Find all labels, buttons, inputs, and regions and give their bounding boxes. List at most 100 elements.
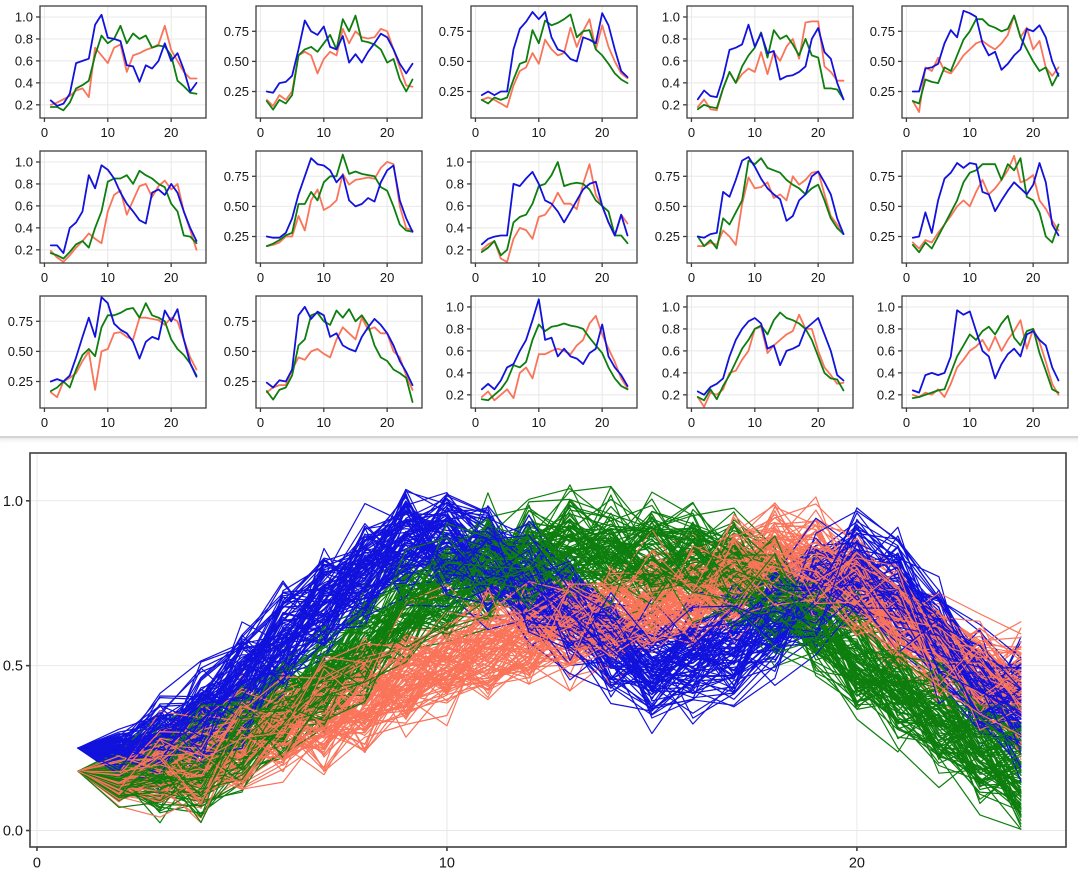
subplot-cell-12: 0 10 20 0.25 0.50 0.75 [216,290,431,435]
y-tick-label: 0.0 [3,824,23,840]
series-line-green [481,322,629,402]
ensemble-line-blue [77,503,1022,753]
y-tick-label: 0.8 [662,321,680,336]
y-tick-label: 0.75 [870,169,895,184]
ensemble-line-blue [77,488,1022,752]
y-tick-label: 0.50 [870,199,895,214]
y-tick-label: 0.8 [15,31,33,46]
series-line-green [265,14,413,111]
series-line-blue [265,19,413,94]
subplot-panel-5: 0 10 20 0.25 0.50 0.75 [870,5,1070,140]
y-tick-label: 0.25 [870,84,895,99]
x-tick-label: 0 [256,270,263,285]
subplot-panel-8: 0 10 20 0.2 0.4 0.6 0.8 1.0 [446,150,638,285]
y-tick-label: 0.50 [223,54,248,69]
x-tick-label: 10 [963,125,977,140]
ensemble-line-blue [77,493,1022,754]
y-tick-label: 0.50 [223,199,248,214]
plot-frame [686,5,854,119]
y-tick-label: 0.8 [662,31,680,46]
ensemble-line-orange [77,557,1022,778]
x-tick-label: 10 [316,125,330,140]
y-tick-label: 0.8 [877,321,895,336]
plot-frame [901,295,1070,409]
y-tick-label: 0.6 [662,53,680,68]
y-tick-label: 1.0 [15,155,33,170]
x-tick-label: 20 [164,125,178,140]
x-tick-label: 0 [256,125,263,140]
ensemble-line-green [77,513,1022,777]
overlay-chart-section: 0 10 20 0.0 0.5 1.0 [0,436,1078,882]
y-tick-label: 0.2 [662,97,680,112]
subplot-cell-6: 0 10 20 0.2 0.4 0.6 0.8 1.0 [0,145,215,290]
series-line-orange [912,319,1060,398]
y-tick-label: 0.50 [8,344,33,359]
series-line-green [49,169,198,260]
x-tick-label: 10 [316,270,330,285]
subplot-panel-7: 0 10 20 0.25 0.50 0.75 [223,150,423,285]
y-tick-label: 0.25 [223,229,248,244]
series-line-green [912,14,1060,105]
subplot-panel-4: 0 10 20 0.2 0.4 0.6 0.8 1.0 [662,5,854,140]
y-tick-label: 0.4 [662,75,680,90]
x-tick-label: 10 [316,415,330,430]
y-tick-label: 0.25 [654,229,679,244]
ensemble-line-blue [77,510,1022,749]
ensemble-line-orange [77,541,1022,772]
y-tick-label: 1.0 [446,300,464,315]
series-line-green [696,157,845,250]
y-tick-label: 0.2 [446,242,464,257]
y-tick-label: 0.25 [8,374,33,389]
ensemble-line-orange [77,516,1022,803]
series-line-blue [265,157,413,239]
y-tick-label: 0.4 [662,365,680,380]
subplot-cell-9: 0 10 20 0.25 0.50 0.75 [647,145,862,290]
subplot-panel-6: 0 10 20 0.2 0.4 0.6 0.8 1.0 [15,150,207,285]
x-tick-label: 0 [472,125,479,140]
ensemble-line-green [77,521,1022,825]
subplot-panel-9: 0 10 20 0.25 0.50 0.75 [654,150,854,285]
series-line-orange [481,18,629,109]
series-line-green [912,157,1060,254]
y-tick-label: 0.2 [446,387,464,402]
y-tick-label: 0.6 [446,343,464,358]
series-line-orange [49,179,198,263]
ensemble-line-green [77,514,1022,828]
series-line-blue [912,9,1060,93]
ensemble-line-green [77,498,1022,782]
series-line-blue [481,170,629,246]
series-line-green [265,153,413,247]
subplot-cell-7: 0 10 20 0.25 0.50 0.75 [216,145,431,290]
series-line-blue [49,13,198,107]
x-tick-label: 10 [439,856,455,872]
series-line-green [265,308,413,403]
x-tick-label: 0 [903,125,910,140]
ensemble-line-green [77,500,1022,816]
series-line-orange [49,24,198,106]
x-tick-label: 20 [595,270,609,285]
x-tick-label: 10 [532,415,546,430]
x-tick-label: 0 [903,270,910,285]
x-tick-label: 10 [963,415,977,430]
plot-frame [470,295,638,409]
ensemble-line-green [77,548,1022,775]
subplot-cell-13: 0 10 20 0.2 0.4 0.6 0.8 1.0 [431,290,646,435]
x-tick-label: 20 [1026,125,1040,140]
x-tick-label: 20 [380,125,394,140]
x-tick-label: 10 [963,270,977,285]
y-tick-label: 1.0 [662,300,680,315]
x-tick-label: 20 [380,270,394,285]
y-tick-label: 0.75 [8,314,33,329]
series-line-blue [49,164,198,254]
overlay-chart: 0 10 20 0.0 0.5 1.0 [3,452,1067,872]
x-tick-label: 0 [688,415,695,430]
series-line-blue [696,23,845,101]
series-line-blue [481,298,629,391]
x-tick-label: 20 [380,415,394,430]
subplot-cell-3: 0 10 20 0.25 0.50 0.75 [431,0,646,145]
plot-frame [39,150,207,264]
subplot-panel-1: 0 10 20 0.2 0.4 0.6 0.8 1.0 [15,5,207,140]
subplot-cell-10: 0 10 20 0.25 0.50 0.75 [862,145,1077,290]
ensemble-line-orange [77,545,1022,778]
y-tick-label: 0.25 [870,229,895,244]
